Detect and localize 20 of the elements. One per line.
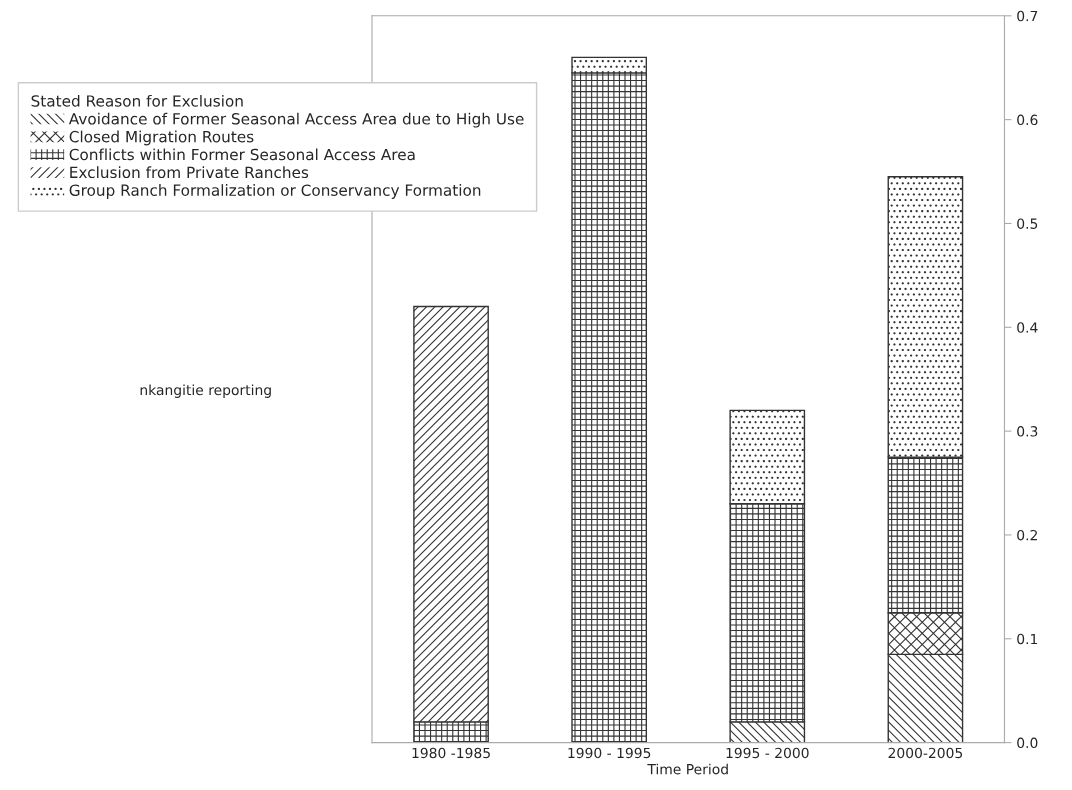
legend-label: Closed Migration Routes xyxy=(69,130,254,146)
x-tick-label: 1995 - 2000 xyxy=(726,747,809,759)
x-tick-label: 2000-2005 xyxy=(888,747,963,759)
y-tick-label: 0.2 xyxy=(1017,529,1037,541)
y-tick-label: 0.6 xyxy=(1017,114,1038,126)
y-tick-label: 0.1 xyxy=(1017,633,1038,645)
x-tick-label: 1990 - 1995 xyxy=(568,747,651,759)
y-tick-label: 0.3 xyxy=(1017,426,1038,437)
y-tick-label: 0.5 xyxy=(1017,218,1038,229)
legend-title: Stated Reason for Exclusion xyxy=(31,94,243,107)
y-tick-label: 0.7 xyxy=(1017,10,1038,22)
x-axis-title: Time Period xyxy=(647,763,728,775)
y-tick-label: 0.0 xyxy=(1017,737,1038,749)
legend-label: Group Ranch Formalization or Conservancy Formation xyxy=(69,184,481,199)
legend-label: Exclusion from Private Ranches xyxy=(70,166,309,179)
legend-label: Conflicts within Former Seasonal Access Area xyxy=(69,148,415,161)
legend-label: Avoidance of Former Seasonal Access Area due to High Use xyxy=(68,112,524,128)
x-tick-label: 1980 -1985 xyxy=(412,747,490,759)
text: nkangitie reporting xyxy=(140,384,271,398)
y-tick-label: 0.4 xyxy=(1017,322,1038,333)
